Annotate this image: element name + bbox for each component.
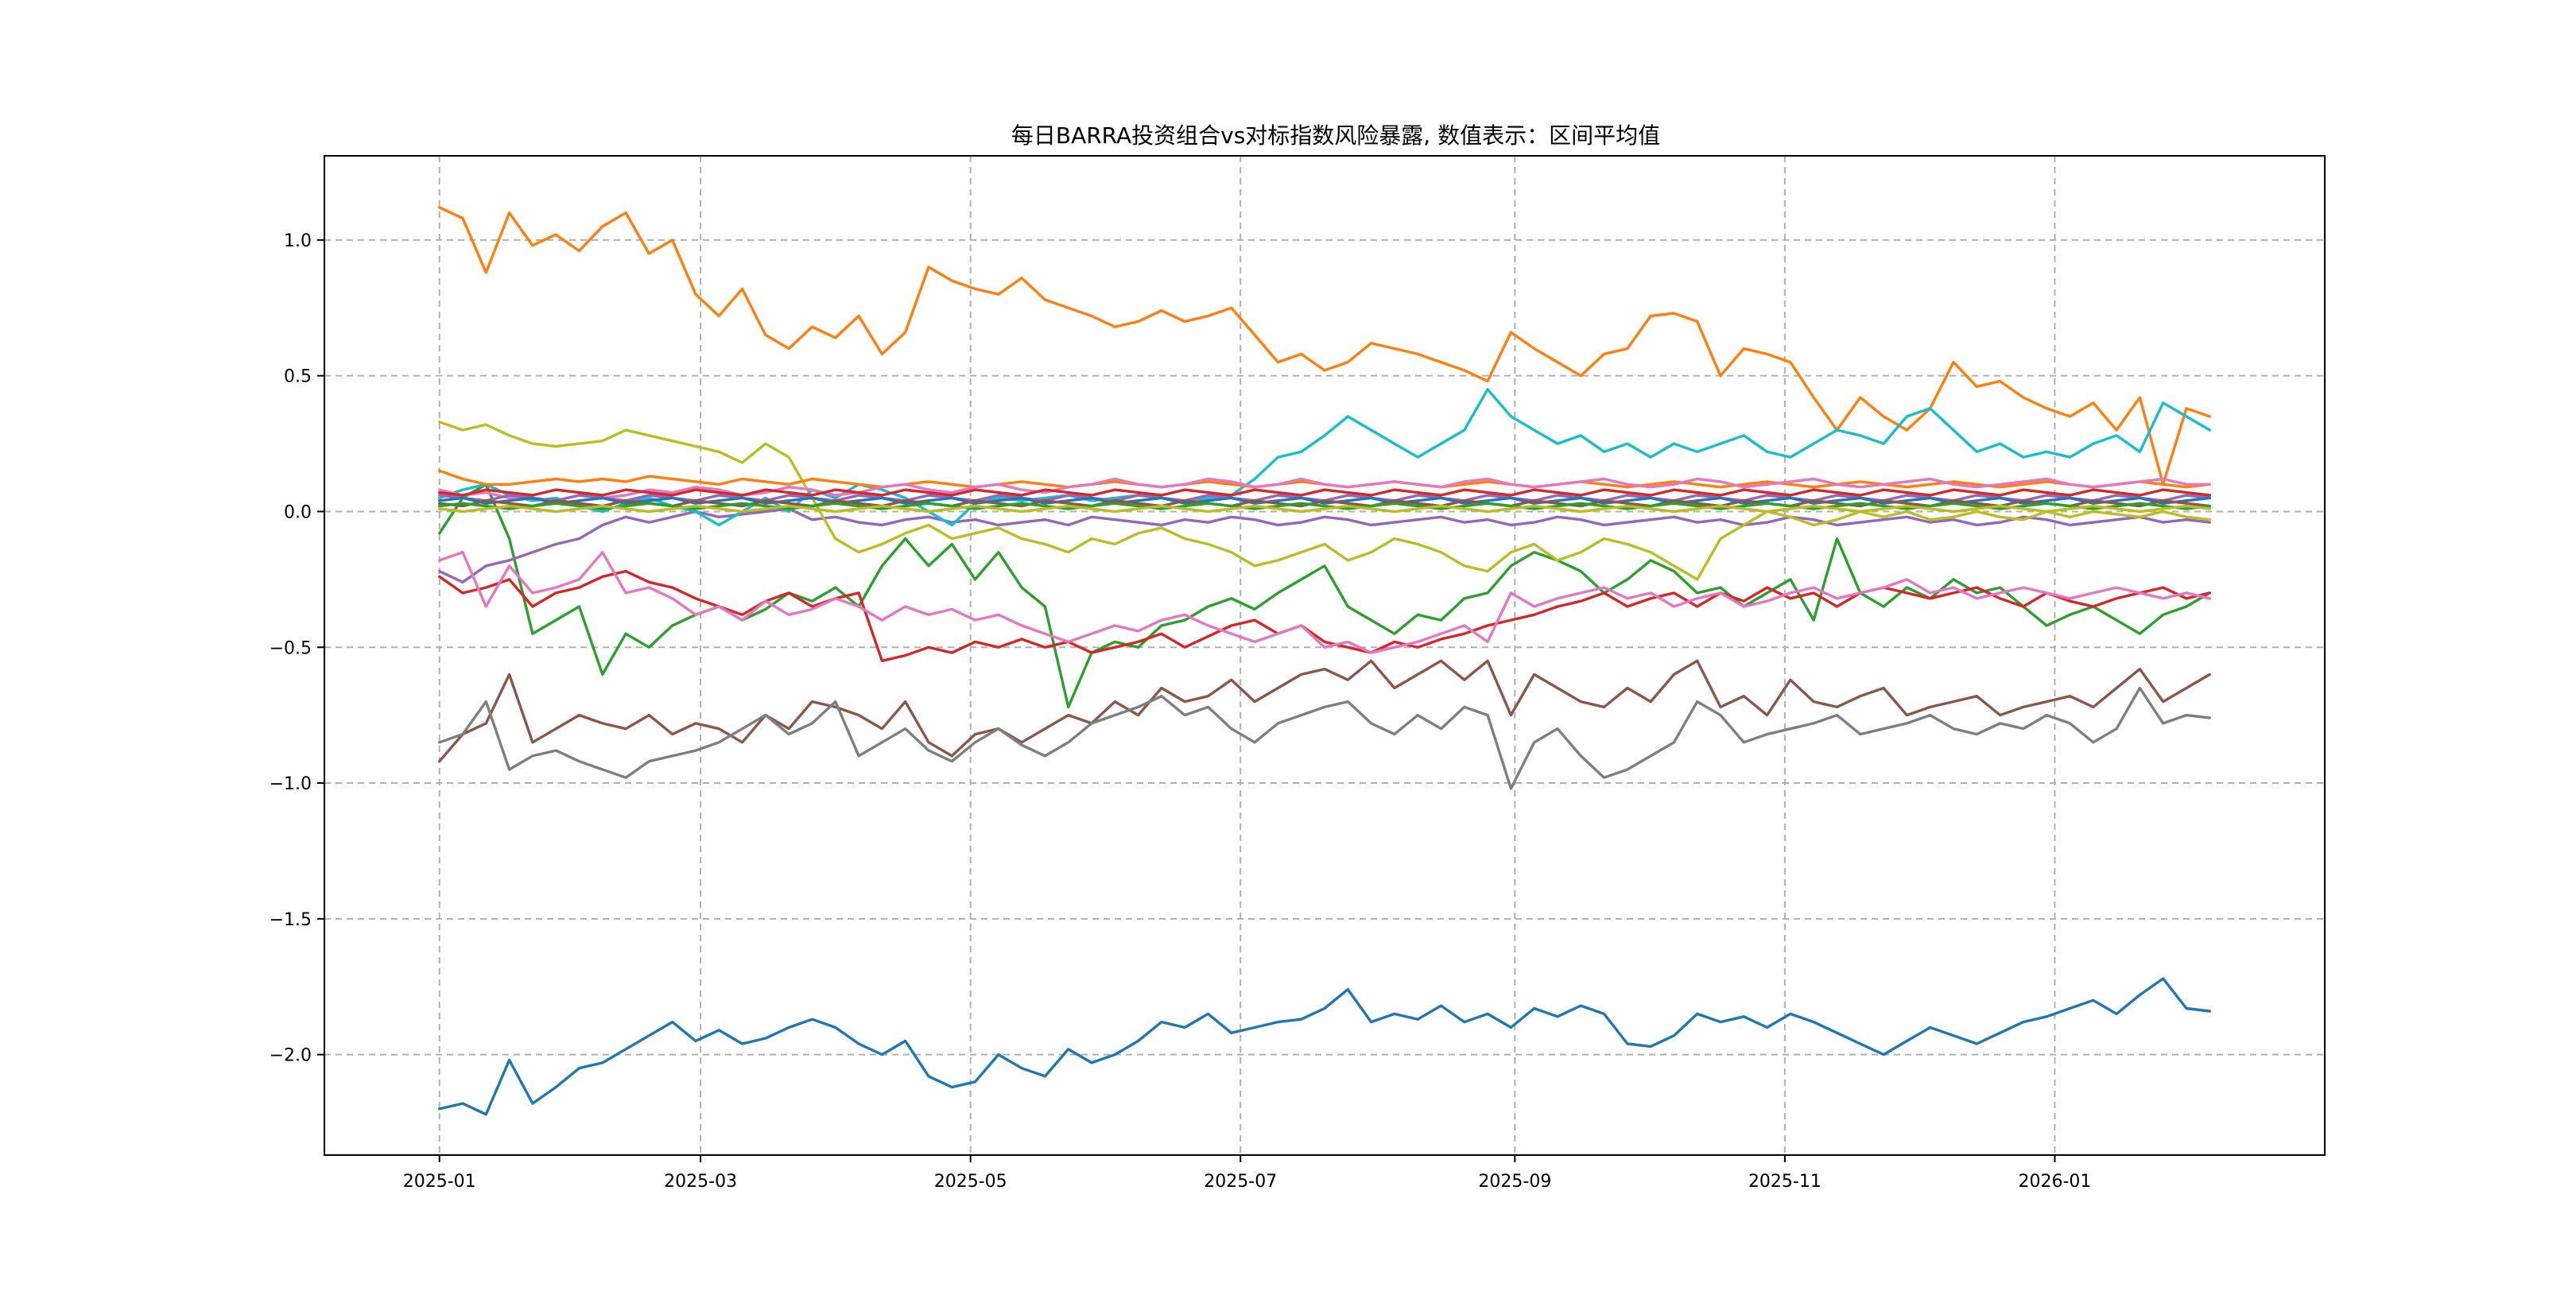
y-tick-label: 0.0 — [284, 502, 312, 522]
y-tick-label: 0.5 — [284, 367, 312, 387]
series-line-9 — [438, 421, 2212, 581]
series-line-14 — [438, 496, 2212, 505]
series-line-1 — [438, 977, 2212, 1116]
series-line-6 — [438, 659, 2212, 763]
series-line-18 — [438, 488, 2212, 497]
x-tick-label: 2025-03 — [664, 1172, 737, 1192]
y-tick-label: 1.0 — [284, 231, 312, 251]
series-lines — [438, 206, 2212, 1116]
plot-frame — [324, 155, 2326, 1156]
x-tick-label: 2025-01 — [403, 1172, 476, 1192]
series-line-2 — [438, 206, 2212, 486]
x-tick-label: 2025-05 — [934, 1172, 1007, 1192]
series-line-10 — [438, 388, 2212, 527]
y-tick-label: −0.5 — [270, 638, 312, 658]
x-tick-label: 2025-07 — [1204, 1172, 1277, 1192]
series-line-4 — [438, 569, 2212, 662]
y-tick-label: −2.0 — [270, 1046, 312, 1066]
series-line-7 — [438, 551, 2212, 654]
x-tick-label: 2025-11 — [1748, 1172, 1821, 1192]
series-line-8 — [438, 686, 2212, 790]
x-tick-label: 2026-01 — [2018, 1172, 2091, 1192]
chart-title: 每日BARRA投资组合vs对标指数风险暴露, 数值表示：区间平均值 — [1011, 122, 1660, 149]
y-tick-label: −1.5 — [270, 910, 312, 930]
y-tick-label: −1.0 — [270, 774, 312, 794]
x-tick-label: 2025-09 — [1478, 1172, 1551, 1192]
series-line-17 — [438, 504, 2212, 514]
y-axis: 1.0 0.5 0.0 −0.5 −1.0 −1.5 −2.0 — [270, 231, 324, 1066]
x-axis: 2025-01 2025-03 2025-05 2025-07 2025-09 2025-… — [403, 1155, 2091, 1192]
